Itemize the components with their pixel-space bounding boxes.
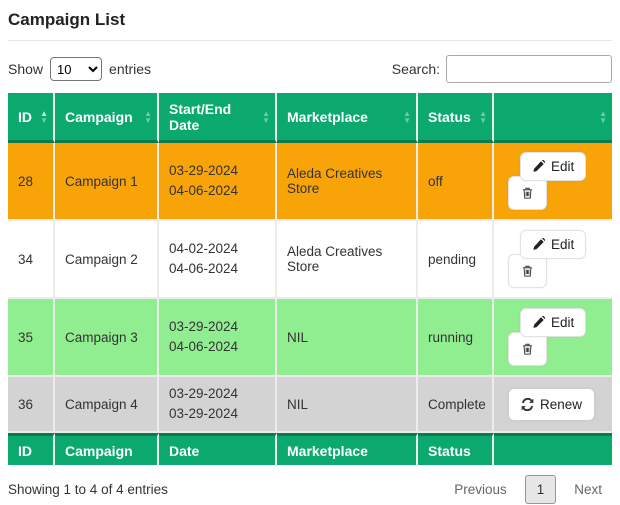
cell-status: off [418,143,494,221]
cell-status: running [418,299,494,377]
cell-marketplace: Aleda Creatives Store [277,143,418,221]
current-page-button[interactable]: 1 [524,475,557,504]
table-info-bar: Showing 1 to 4 of 4 entries Previous 1 N… [8,475,612,504]
cell-id: 35 [8,299,55,377]
edit-button[interactable]: Edit [520,308,587,337]
table-row: 28 Campaign 1 03-29-2024 04-06-2024 Aleda… [8,143,612,221]
table-row: 34 Campaign 2 04-02-2024 04-06-2024 Aleda… [8,221,612,299]
refresh-icon [521,397,534,411]
search-control: Search: [392,55,612,83]
header-campaign[interactable]: Campaign ▲ ▼ [55,93,159,143]
page-length-control: Show 10 entries [8,57,151,81]
page-title: Campaign List [8,10,126,29]
cell-marketplace: NIL [277,377,418,433]
edit-button[interactable]: Edit [520,152,587,181]
cell-actions: Renew [494,377,612,433]
cell-id: 28 [8,143,55,221]
cell-campaign: Campaign 4 [55,377,159,433]
cell-campaign: Campaign 1 [55,143,159,221]
cell-status: Complete [418,377,494,433]
page-length-select[interactable]: 10 [50,57,103,81]
footer-col-campaign: Campaign [55,433,159,465]
header-id[interactable]: ID ▲ ▼ [8,93,55,143]
sort-icon: ▲ ▼ [599,108,607,125]
delete-button[interactable] [508,332,547,366]
header-status[interactable]: Status ▲ ▼ [418,93,494,143]
table-row: 36 Campaign 4 03-29-2024 03-29-2024 NIL C… [8,377,612,433]
next-page-button[interactable]: Next [564,476,612,503]
cell-date: 03-29-2024 03-29-2024 [159,377,277,433]
header-date[interactable]: Start/End Date ▲ ▼ [159,93,277,143]
search-label: Search: [391,61,440,77]
sort-icon: ▲ ▼ [144,108,152,125]
entries-label: entries [109,61,152,77]
show-label: Show [8,61,44,77]
footer-col-actions [494,433,612,465]
campaign-table: ID ▲ ▼ Campaign ▲ ▼ Start/End Date ▲ ▼ Marketp… [8,93,612,465]
sort-icon: ▲ ▼ [262,108,270,125]
trash-icon [521,264,534,278]
entries-summary: Showing 1 to 4 of 4 entries [8,482,168,497]
previous-page-button[interactable]: Previous [444,476,517,503]
cell-date: 03-29-2024 04-06-2024 [159,143,277,221]
table-controls: Show 10 entries Search: [8,55,612,83]
sort-icon: ▲ ▼ [479,108,487,125]
cell-campaign: Campaign 2 [55,221,159,299]
sort-icon: ▲ ▼ [403,108,411,125]
header-row: ID ▲ ▼ Campaign ▲ ▼ Start/End Date ▲ ▼ Marketp… [8,93,612,143]
sort-asc-icon: ▲ ▼ [40,108,48,125]
table-row: 35 Campaign 3 03-29-2024 04-06-2024 NIL r… [8,299,612,377]
pencil-icon [532,160,545,173]
cell-date: 03-29-2024 04-06-2024 [159,299,277,377]
pagination: Previous 1 Next [444,475,612,504]
cell-actions: Edit [494,143,612,221]
search-input[interactable] [446,55,612,83]
footer-col-id: ID [8,433,55,465]
cell-date: 04-02-2024 04-06-2024 [159,221,277,299]
cell-marketplace: NIL [277,299,418,377]
footer-col-date: Date [159,433,277,465]
trash-icon [521,342,534,356]
cell-campaign: Campaign 3 [55,299,159,377]
trash-icon [521,186,534,200]
delete-button[interactable] [508,254,547,288]
cell-actions: Edit [494,299,612,377]
cell-status: pending [418,221,494,299]
edit-button[interactable]: Edit [520,230,587,259]
cell-id: 36 [8,377,55,433]
cell-actions: Edit [494,221,612,299]
delete-button[interactable] [508,176,547,210]
renew-button[interactable]: Renew [508,387,596,421]
pencil-icon [532,238,545,251]
divider [8,40,612,41]
footer-col-marketplace: Marketplace [277,433,418,465]
footer-col-status: Status [418,433,494,465]
cell-id: 34 [8,221,55,299]
header-actions[interactable]: ▲ ▼ [494,93,612,143]
pencil-icon [532,316,545,329]
header-marketplace[interactable]: Marketplace ▲ ▼ [277,93,418,143]
footer-header-row: ID Campaign Date Marketplace Status [8,433,612,465]
cell-marketplace: Aleda Creatives Store [277,221,418,299]
